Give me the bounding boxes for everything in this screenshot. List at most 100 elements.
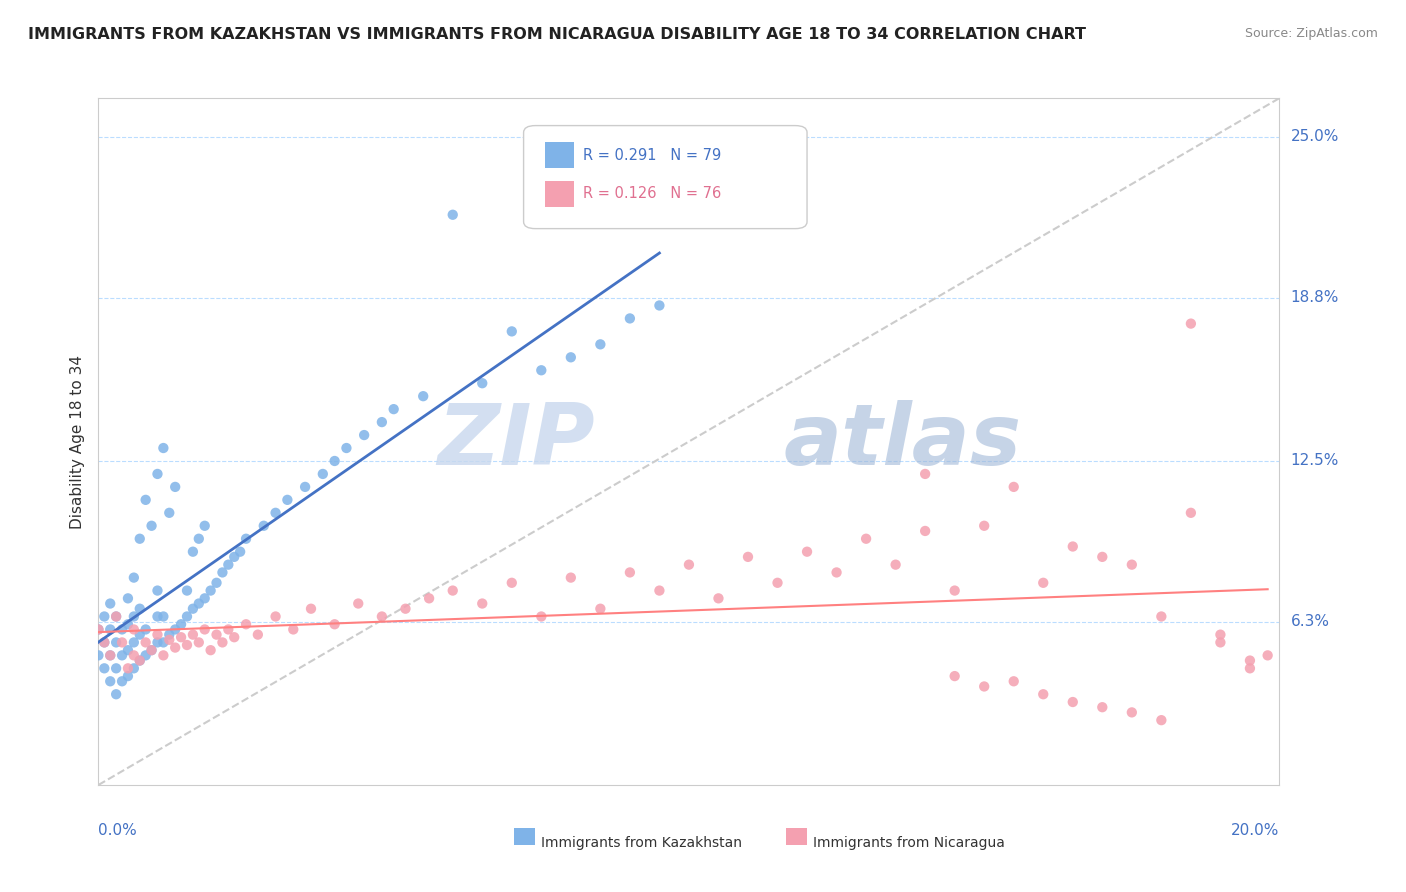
Point <box>1091 549 1114 564</box>
Point <box>217 558 239 572</box>
Point <box>117 617 139 632</box>
Point <box>122 609 145 624</box>
Point <box>165 623 187 637</box>
Point <box>973 680 995 694</box>
Point <box>224 549 246 564</box>
Point <box>205 627 228 641</box>
Point <box>943 583 966 598</box>
Point <box>1032 687 1054 701</box>
Point <box>135 492 157 507</box>
Point <box>619 566 641 580</box>
Point <box>128 532 150 546</box>
Point <box>371 415 394 429</box>
Point <box>146 609 169 624</box>
Point <box>152 609 174 624</box>
Point <box>128 601 150 615</box>
Point <box>441 583 464 598</box>
Point <box>1180 506 1202 520</box>
Point <box>1209 635 1232 649</box>
Point <box>589 601 612 615</box>
Point <box>441 208 464 222</box>
Point <box>122 661 145 675</box>
Point <box>1062 540 1084 554</box>
Point <box>200 583 222 598</box>
Point <box>87 648 110 663</box>
Text: 6.3%: 6.3% <box>1291 615 1330 629</box>
Point <box>884 558 907 572</box>
Point <box>117 591 139 606</box>
Point <box>122 635 145 649</box>
Point <box>418 591 440 606</box>
Point <box>157 632 180 647</box>
Point <box>170 630 193 644</box>
Text: Immigrants from Nicaragua: Immigrants from Nicaragua <box>813 837 1005 850</box>
Point <box>176 583 198 598</box>
Point <box>93 635 115 649</box>
Point <box>194 591 217 606</box>
Point <box>471 597 494 611</box>
Point <box>914 524 936 538</box>
Point <box>347 597 370 611</box>
Text: R = 0.126   N = 76: R = 0.126 N = 76 <box>582 186 721 201</box>
Text: ZIP: ZIP <box>437 400 595 483</box>
Point <box>98 648 121 663</box>
Point <box>117 643 139 657</box>
Point <box>87 623 110 637</box>
Point <box>128 627 150 641</box>
Text: IMMIGRANTS FROM KAZAKHSTAN VS IMMIGRANTS FROM NICARAGUA DISABILITY AGE 18 TO 34 : IMMIGRANTS FROM KAZAKHSTAN VS IMMIGRANTS… <box>28 27 1085 42</box>
Point <box>323 617 346 632</box>
Point <box>105 687 128 701</box>
Point <box>105 661 128 675</box>
Point <box>766 575 789 590</box>
Point <box>187 597 209 611</box>
Point <box>152 441 174 455</box>
Point <box>111 648 134 663</box>
Y-axis label: Disability Age 18 to 34: Disability Age 18 to 34 <box>69 354 84 529</box>
Point <box>98 623 121 637</box>
Point <box>235 617 257 632</box>
Point <box>181 627 204 641</box>
Point <box>353 428 375 442</box>
Point <box>98 597 121 611</box>
Point <box>1150 609 1173 624</box>
Text: 25.0%: 25.0% <box>1291 129 1339 145</box>
Point <box>211 566 233 580</box>
Point <box>194 623 217 637</box>
FancyBboxPatch shape <box>546 180 575 207</box>
Point <box>294 480 316 494</box>
Point <box>200 643 222 657</box>
Point <box>93 635 115 649</box>
Point <box>855 532 877 546</box>
Point <box>796 544 818 558</box>
Point <box>914 467 936 481</box>
Point <box>1239 661 1261 675</box>
Point <box>1002 480 1025 494</box>
Point <box>253 518 276 533</box>
Point <box>105 609 128 624</box>
Point <box>105 635 128 649</box>
Point <box>394 601 416 615</box>
Point <box>93 661 115 675</box>
Point <box>152 648 174 663</box>
Point <box>1121 706 1143 720</box>
Point <box>141 518 163 533</box>
Point <box>111 623 134 637</box>
Point <box>1121 558 1143 572</box>
Point <box>1239 654 1261 668</box>
Point <box>299 601 322 615</box>
FancyBboxPatch shape <box>523 126 807 228</box>
Point <box>98 648 121 663</box>
Point <box>93 609 115 624</box>
Point <box>122 571 145 585</box>
Point <box>1257 648 1279 663</box>
Point <box>117 661 139 675</box>
Point <box>648 583 671 598</box>
Point <box>135 623 157 637</box>
Point <box>382 402 405 417</box>
Point <box>973 518 995 533</box>
Point <box>128 654 150 668</box>
Point <box>1032 575 1054 590</box>
Point <box>707 591 730 606</box>
Point <box>194 518 217 533</box>
Point <box>211 635 233 649</box>
